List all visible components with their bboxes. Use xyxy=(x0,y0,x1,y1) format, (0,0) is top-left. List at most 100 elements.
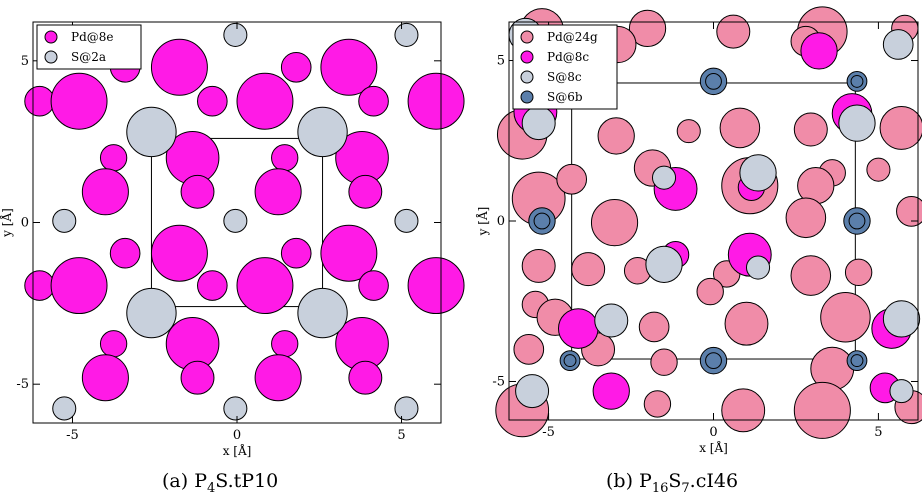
ytick-label-b-0: -5 xyxy=(492,374,505,389)
atom-a-s0-25 xyxy=(236,257,294,315)
atom-a-s1-1 xyxy=(394,22,419,47)
atom-b-s0-11 xyxy=(793,112,828,147)
atom-a-s0-20 xyxy=(280,237,312,269)
ytick-label-a-2: 5 xyxy=(21,54,29,69)
atom-b-s0-23 xyxy=(785,197,827,239)
atom-b-s0-41 xyxy=(643,390,672,418)
xtick-label-a-2: 5 xyxy=(397,428,405,443)
legend-label-b-1: Pd@8c xyxy=(547,50,589,64)
atom-a-s0-26 xyxy=(358,270,389,301)
atom-a-s1-4 xyxy=(394,208,419,233)
atom-b-s0-10 xyxy=(719,107,761,149)
xtick-label-b-0: -5 xyxy=(542,425,555,440)
xtick-label-a-1: 0 xyxy=(233,428,241,443)
atom-b-s2-1 xyxy=(838,104,876,142)
atom-a-s0-1 xyxy=(50,72,108,130)
caption-b: (b) P16S7.cI46 xyxy=(606,470,739,496)
x-axis-label-b: x [Å] xyxy=(699,440,728,455)
atom-b-s2-5 xyxy=(745,255,771,280)
legend-swatch-b-0 xyxy=(520,30,534,44)
atom-a-s0-8 xyxy=(358,85,389,117)
ytick-label-a-0: -5 xyxy=(16,377,29,392)
atom-a-s1-8 xyxy=(126,106,177,158)
atom-a-s0-27 xyxy=(407,257,465,315)
atom-a-s1-5 xyxy=(52,396,77,421)
atom-a-s0-28 xyxy=(99,330,128,358)
atom-a-s1-7 xyxy=(394,396,419,421)
atom-b-s0-18 xyxy=(866,157,891,182)
atom-inner-ring-b-0 xyxy=(705,72,722,90)
legend-label-b-3: S@6b xyxy=(547,90,583,104)
x-axis-label-a: x [Å] xyxy=(223,443,252,458)
atom-inner-ring-b-6 xyxy=(850,354,864,368)
atom-a-s0-10 xyxy=(99,144,128,172)
atom-a-s0-4 xyxy=(197,85,228,117)
atom-inner-ring-b-1 xyxy=(705,352,722,370)
atom-b-s0-33 xyxy=(638,311,670,343)
atom-b-s2-2 xyxy=(651,165,677,190)
legend-swatch-a-0 xyxy=(44,30,58,44)
ytick-label-a-1: 0 xyxy=(21,216,29,231)
legend-label-a-0: Pd@8e xyxy=(71,30,114,44)
atom-a-s0-9 xyxy=(407,72,465,130)
atom-a-s0-7 xyxy=(320,38,378,96)
atom-a-s1-9 xyxy=(297,106,348,158)
atom-b-s0-35 xyxy=(820,292,871,343)
panel-a-plot: -5 0 5 -5 0 5 x [Å] y [Å] Pd@8e S@2a xyxy=(0,21,465,458)
atom-a-s1-11 xyxy=(297,287,348,339)
atom-b-s0-34 xyxy=(724,301,769,346)
atom-inner-ring-b-4 xyxy=(850,74,864,88)
atom-b-s0-22 xyxy=(590,199,639,247)
atom-b-s3-2 xyxy=(528,207,556,235)
atom-a-s0-24 xyxy=(197,270,228,301)
atom-a-s0-34 xyxy=(254,354,302,402)
atom-a-s0-6 xyxy=(280,51,312,83)
caption-a: (a) P4S.tP10 xyxy=(162,470,279,496)
atom-b-s0-19 xyxy=(896,196,922,227)
atom-b-s3-6 xyxy=(846,350,868,372)
atom-b-s2-8 xyxy=(515,374,550,409)
xtick-label-b-2: 5 xyxy=(874,425,882,440)
panel-b-plot: -5 0 5 -5 0 5 x [Å] y [Å] Pd@24g Pd@8c S@8c S@6b xyxy=(475,6,922,455)
y-axis-label-a: y [Å] xyxy=(0,208,14,238)
atom-inner-ring-b-3 xyxy=(848,212,866,230)
atom-a-s1-0 xyxy=(223,22,248,47)
atom-b-s1-10 xyxy=(592,372,630,410)
legend-swatch-b-2 xyxy=(520,70,534,84)
legend-label-a-1: S@2a xyxy=(71,50,106,64)
atom-b-s0-27 xyxy=(790,255,832,296)
atom-b-s2-4 xyxy=(645,245,683,283)
legend-label-b-0: Pd@24g xyxy=(547,30,598,44)
xtick-label-a-0: -5 xyxy=(66,428,79,443)
atom-a-s0-16 xyxy=(254,168,302,216)
atom-a-s0-17 xyxy=(348,174,383,209)
atom-a-s0-21 xyxy=(320,224,378,282)
atom-b-s1-11 xyxy=(800,32,838,70)
atom-a-s0-22 xyxy=(24,270,55,301)
atom-b-s0-30 xyxy=(696,277,724,306)
atom-b-s0-28 xyxy=(521,248,556,283)
atom-a-s0-12 xyxy=(271,144,299,172)
unit-cell-a xyxy=(150,137,324,308)
atom-a-s0-32 xyxy=(81,354,129,402)
atom-inner-ring-b-5 xyxy=(563,354,577,368)
atom-a-s1-3 xyxy=(223,208,248,233)
atom-b-s0-38 xyxy=(650,348,678,376)
atom-b-s2-7 xyxy=(882,300,921,338)
atom-b-s2-3 xyxy=(739,154,777,192)
atom-a-s0-33 xyxy=(180,360,215,395)
atom-inner-ring-b-2 xyxy=(533,212,551,230)
atom-b-s0-42 xyxy=(721,388,766,433)
legend-swatch-b-3 xyxy=(520,90,534,104)
atom-a-s1-6 xyxy=(223,396,248,421)
atom-a-s0-0 xyxy=(24,85,55,117)
legend-swatch-b-1 xyxy=(520,50,534,64)
atom-b-s0-9 xyxy=(676,119,701,144)
atom-a-s0-3 xyxy=(150,38,208,96)
atom-a-s0-23 xyxy=(50,257,108,315)
atom-b-s2-11 xyxy=(882,29,914,60)
atom-b-s0-29 xyxy=(844,258,873,287)
atom-b-s0-43 xyxy=(793,381,851,439)
atom-a-s0-18 xyxy=(109,237,141,269)
atom-a-s1-10 xyxy=(126,287,177,339)
